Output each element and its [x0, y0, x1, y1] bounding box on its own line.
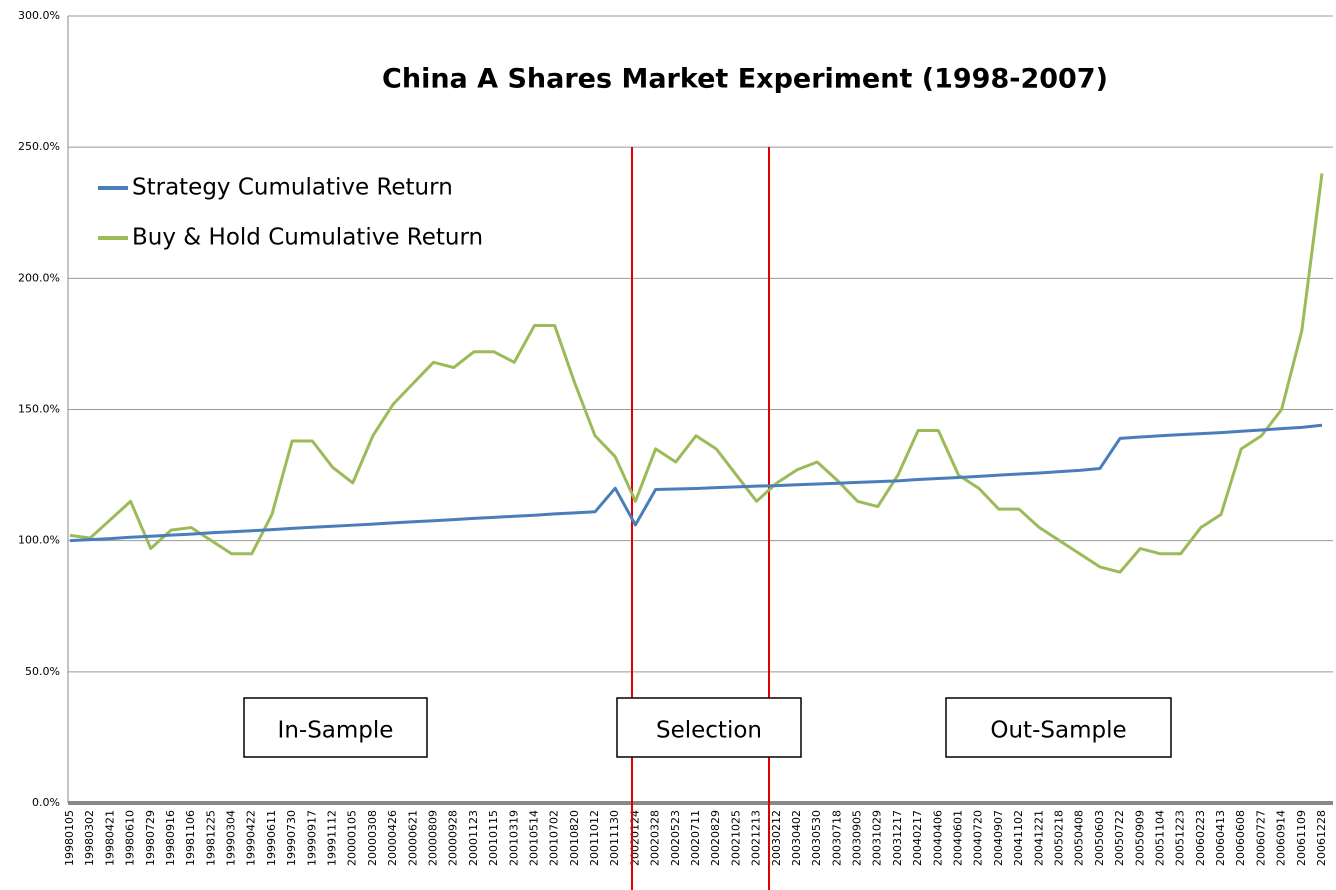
x-tick-label: 20010514: [527, 810, 540, 866]
x-tick-label: 20040217: [911, 810, 924, 866]
y-tick-label: 250.0%: [18, 140, 60, 153]
x-tick-label: 20061109: [1295, 810, 1308, 866]
annotation-label: Selection: [656, 718, 762, 744]
x-tick-label: 19990304: [225, 810, 238, 866]
x-tick-label: 20021213: [750, 810, 763, 866]
x-tick-label: 20020124: [628, 810, 641, 866]
x-tick-label: 20050722: [1113, 810, 1126, 866]
x-tick-label: 20010319: [507, 810, 520, 866]
x-tick-label: 20050218: [1052, 810, 1065, 866]
x-tick-label: 20000809: [426, 810, 439, 866]
x-tick-label: 20030402: [790, 810, 803, 866]
x-tick-label: 20011130: [608, 810, 621, 866]
series-line: [69, 423, 1323, 543]
x-tick-label: 20061228: [1315, 810, 1328, 866]
x-tick-label: 20040907: [992, 810, 1005, 866]
x-tick-label: 20000308: [366, 810, 379, 866]
annotation-label: In-Sample: [278, 718, 394, 744]
x-tick-label: 20040406: [931, 810, 944, 866]
x-tick-label: 20011012: [588, 810, 601, 866]
series-line: [69, 173, 1324, 574]
x-tick-label: 20031029: [871, 810, 884, 866]
x-tick-label: 20060223: [1194, 810, 1207, 866]
x-tick-label: 20040720: [972, 810, 985, 866]
x-tick-label: 20020829: [709, 810, 722, 866]
x-tick-label: 19990422: [245, 810, 258, 866]
annotation-box: [616, 697, 802, 758]
y-tick-label: 200.0%: [18, 271, 60, 284]
x-tick-label: 20010820: [568, 810, 581, 866]
x-tick-label: 19980421: [103, 810, 116, 866]
x-tick-label: 20000426: [386, 810, 399, 866]
x-tick-label: 20051104: [1153, 810, 1166, 866]
x-tick-label: 19980105: [63, 810, 76, 866]
x-tick-label: 20021025: [729, 810, 742, 866]
x-tick-label: 20000621: [406, 810, 419, 866]
y-tick-label: 100.0%: [18, 534, 60, 547]
x-tick-label: 20041102: [1012, 810, 1025, 866]
x-tick-label: 20030718: [830, 810, 843, 866]
x-tick-label: 20040601: [952, 810, 965, 866]
annotation-box: [945, 697, 1172, 758]
x-tick-label: 20030530: [810, 810, 823, 866]
x-tick-label: 19981225: [204, 810, 217, 866]
x-tick-label: 19980302: [83, 810, 96, 866]
x-tick-label: 20031217: [891, 810, 904, 866]
x-tick-label: 20060914: [1275, 810, 1288, 866]
x-tick-label: 19980729: [144, 810, 157, 866]
chart-title: China A Shares Market Experiment (1998-2…: [382, 64, 1108, 95]
x-tick-label: 20020711: [689, 810, 702, 866]
x-tick-label: 20010115: [487, 810, 500, 866]
x-tick-label: 19980610: [124, 810, 137, 866]
x-tick-label: 20050408: [1073, 810, 1086, 866]
x-tick-label: 20000105: [346, 810, 359, 866]
x-tick-label: 19991112: [326, 810, 339, 866]
legend-label: Strategy Cumulative Return: [132, 175, 453, 201]
x-tick-label: 20060608: [1234, 810, 1247, 866]
x-tick-label: 20000928: [447, 810, 460, 866]
x-tick-label: 20041221: [1032, 810, 1045, 866]
x-tick-label: 19990611: [265, 810, 278, 866]
x-tick-label: 20001123: [467, 810, 480, 866]
x-tick-label: 19990730: [285, 810, 298, 866]
x-tick-label: 20020523: [669, 810, 682, 866]
x-tick-label: 20030905: [851, 810, 864, 866]
y-tick-label: 300.0%: [18, 9, 60, 22]
y-tick-label: 0.0%: [32, 796, 60, 809]
x-tick-label: 19981106: [184, 810, 197, 866]
y-tick-label: 50.0%: [25, 665, 60, 678]
x-tick-label: 20020328: [649, 810, 662, 866]
annotation-label: Out-Sample: [990, 718, 1126, 744]
x-tick-label: 20030212: [770, 810, 783, 866]
x-tick-label: 20050909: [1133, 810, 1146, 866]
x-tick-label: 19980916: [164, 810, 177, 866]
y-tick-label: 150.0%: [18, 403, 60, 416]
x-tick-label: 20060727: [1254, 810, 1267, 866]
annotation-box: [243, 697, 428, 758]
x-tick-label: 19990917: [305, 810, 318, 866]
x-tick-label: 20050603: [1093, 810, 1106, 866]
legend-label: Buy & Hold Cumulative Return: [132, 225, 483, 251]
x-tick-label: 20010702: [548, 810, 561, 866]
x-tick-label: 20051223: [1174, 810, 1187, 866]
x-tick-label: 20060413: [1214, 810, 1227, 866]
